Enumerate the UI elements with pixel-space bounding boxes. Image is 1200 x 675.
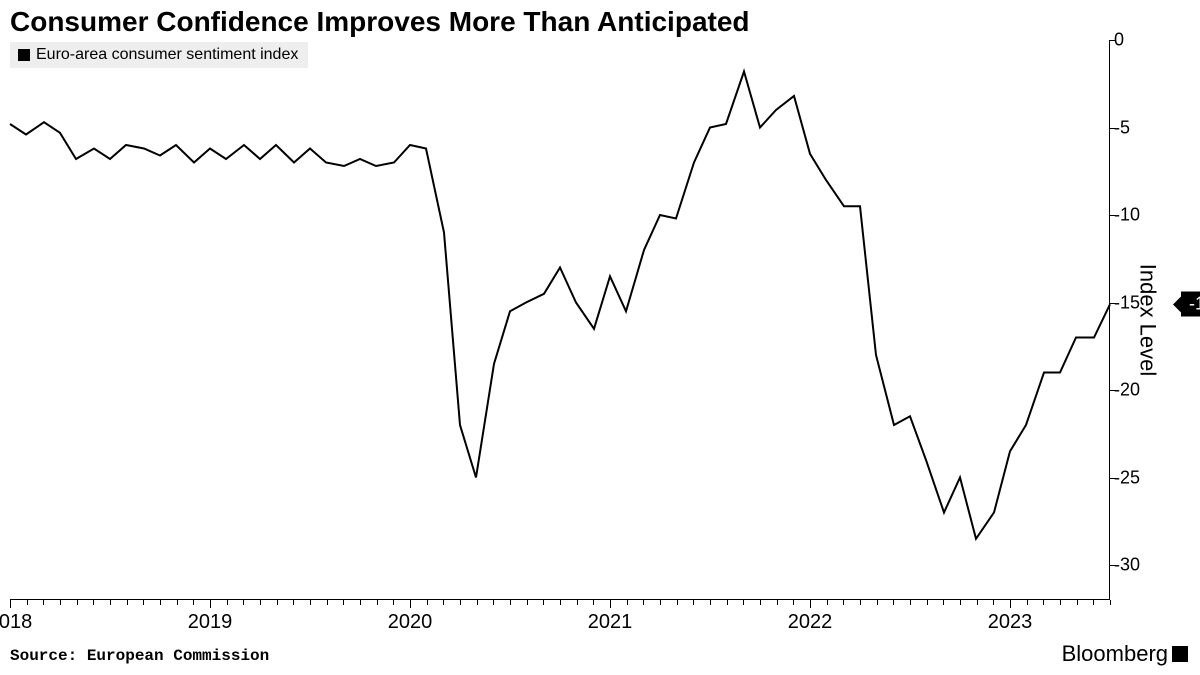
x-tick-minor: [293, 600, 294, 605]
x-tick-minor: [427, 600, 428, 605]
source-label: Source: European Commission: [10, 647, 269, 665]
x-tick-minor: [227, 600, 228, 605]
y-axis-title: Index Level: [1135, 264, 1161, 377]
x-tick-minor: [177, 600, 178, 605]
x-tick-minor: [77, 600, 78, 605]
x-tick-mark: [610, 600, 611, 608]
x-tick-minor: [643, 600, 644, 605]
plot-region: 0-5-10-15-20-25-30 201820192020202120222…: [10, 40, 1110, 600]
x-tick-minor: [393, 600, 394, 605]
x-tick-minor: [627, 600, 628, 605]
x-tick-minor: [777, 600, 778, 605]
x-tick-minor: [877, 600, 878, 605]
y-tick-label: -30: [1114, 555, 1160, 576]
x-tick-minor: [1077, 600, 1078, 605]
x-tick-minor: [443, 600, 444, 605]
x-tick-minor: [843, 600, 844, 605]
x-tick-minor: [93, 600, 94, 605]
x-tick-minor: [477, 600, 478, 605]
line-series: [10, 40, 1110, 600]
x-tick-mark: [1010, 600, 1011, 608]
brand-icon: [1172, 646, 1188, 662]
x-tick-minor: [260, 600, 261, 605]
x-tick-mark: [210, 600, 211, 608]
x-tick-label: 2018: [0, 611, 32, 634]
x-tick-minor: [993, 600, 994, 605]
x-tick-minor: [327, 600, 328, 605]
value-callout: -15.1: [1181, 292, 1200, 317]
y-tick-label: 0: [1114, 30, 1160, 51]
x-tick-minor: [1093, 600, 1094, 605]
x-tick-minor: [693, 600, 694, 605]
x-tick-minor: [543, 600, 544, 605]
x-tick-minor: [710, 600, 711, 605]
x-tick-minor: [860, 600, 861, 605]
x-tick-minor: [893, 600, 894, 605]
chart-title: Consumer Confidence Improves More Than A…: [10, 6, 750, 38]
x-tick-minor: [127, 600, 128, 605]
x-tick-minor: [593, 600, 594, 605]
x-tick-minor: [243, 600, 244, 605]
x-tick-minor: [743, 600, 744, 605]
y-tick-label: -5: [1114, 117, 1160, 138]
x-tick-minor: [927, 600, 928, 605]
brand-text: Bloomberg: [1062, 641, 1168, 667]
x-tick-minor: [160, 600, 161, 605]
x-tick-label: 2023: [988, 611, 1033, 634]
x-tick-minor: [960, 600, 961, 605]
x-tick-minor: [560, 600, 561, 605]
y-tick-label: -20: [1114, 380, 1160, 401]
x-tick-minor: [1027, 600, 1028, 605]
x-tick-minor: [510, 600, 511, 605]
x-tick-minor: [60, 600, 61, 605]
x-tick-mark: [10, 600, 11, 608]
y-tick-label: -10: [1114, 205, 1160, 226]
x-tick-mark: [410, 600, 411, 608]
x-tick-minor: [277, 600, 278, 605]
x-tick-label: 2022: [788, 611, 833, 634]
x-tick-minor: [193, 600, 194, 605]
x-tick-minor: [910, 600, 911, 605]
x-tick-minor: [343, 600, 344, 605]
x-tick-label: 2021: [588, 611, 633, 634]
x-tick-minor: [310, 600, 311, 605]
x-tick-minor: [793, 600, 794, 605]
x-tick-minor: [527, 600, 528, 605]
brand-label: Bloomberg: [1062, 641, 1188, 667]
x-tick-label: 2020: [388, 611, 433, 634]
x-tick-label: 2019: [188, 611, 233, 634]
x-tick-minor: [677, 600, 678, 605]
x-tick-minor: [493, 600, 494, 605]
x-tick-minor: [943, 600, 944, 605]
x-tick-minor: [727, 600, 728, 605]
x-tick-minor: [143, 600, 144, 605]
x-tick-minor: [360, 600, 361, 605]
x-tick-minor: [1110, 600, 1111, 605]
x-tick-minor: [1060, 600, 1061, 605]
x-tick-minor: [760, 600, 761, 605]
x-tick-mark: [810, 600, 811, 608]
x-tick-minor: [27, 600, 28, 605]
y-tick-label: -25: [1114, 467, 1160, 488]
x-tick-minor: [577, 600, 578, 605]
x-tick-minor: [660, 600, 661, 605]
x-tick-minor: [1043, 600, 1044, 605]
x-tick-minor: [827, 600, 828, 605]
x-tick-minor: [460, 600, 461, 605]
x-tick-minor: [977, 600, 978, 605]
x-tick-minor: [110, 600, 111, 605]
x-tick-minor: [43, 600, 44, 605]
x-tick-minor: [377, 600, 378, 605]
chart-area: 0-5-10-15-20-25-30 201820192020202120222…: [10, 40, 1110, 600]
